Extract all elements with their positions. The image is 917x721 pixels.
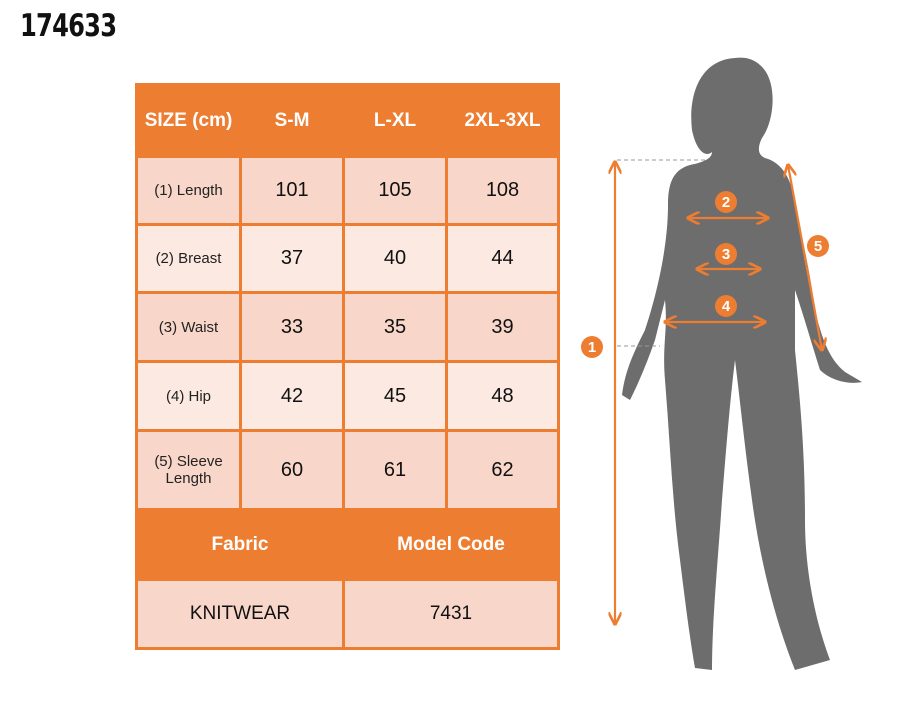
size-header: SIZE (cm) xyxy=(135,83,242,158)
footer-header-row: Fabric Model Code xyxy=(135,508,560,581)
svg-text:3: 3 xyxy=(722,246,730,263)
measurement-arrows xyxy=(615,162,822,624)
cell: 108 xyxy=(445,155,560,226)
table-row: (4) Hip 42 45 48 xyxy=(135,360,560,432)
row-label: (5) Sleeve Length xyxy=(135,429,242,511)
svg-text:1: 1 xyxy=(588,339,596,356)
cell: 40 xyxy=(342,223,448,294)
row-label: (4) Hip xyxy=(135,360,242,432)
cell: 39 xyxy=(445,291,560,363)
cell: 101 xyxy=(239,155,345,226)
product-code: 174633 xyxy=(20,8,117,44)
model-code-header: Model Code xyxy=(342,508,560,581)
cell: 42 xyxy=(239,360,345,432)
silhouette xyxy=(622,57,862,671)
header-row: SIZE (cm) S-M L-XL 2XL-3XL xyxy=(135,83,560,158)
table-row: (3) Waist 33 35 39 xyxy=(135,291,560,363)
svg-text:2: 2 xyxy=(722,194,730,211)
row-label: (1) Length xyxy=(135,155,242,226)
cell: 60 xyxy=(239,429,345,511)
row-label: (2) Breast xyxy=(135,223,242,294)
marker-1: 1 xyxy=(581,336,603,358)
cell: 105 xyxy=(342,155,448,226)
cell: 48 xyxy=(445,360,560,432)
model-code-value: 7431 xyxy=(342,578,560,650)
marker-2: 2 xyxy=(715,191,737,213)
sleeve-arrow xyxy=(788,165,822,350)
fabric-value: KNITWEAR xyxy=(135,578,345,650)
marker-3: 3 xyxy=(715,243,737,265)
size-chart-table: SIZE (cm) S-M L-XL 2XL-3XL (1) Length 10… xyxy=(135,83,560,650)
row-label: (3) Waist xyxy=(135,291,242,363)
cell: 61 xyxy=(342,429,448,511)
size-column-header: L-XL xyxy=(342,83,448,158)
table-row: (1) Length 101 105 108 xyxy=(135,155,560,226)
cell: 45 xyxy=(342,360,448,432)
size-column-header: S-M xyxy=(239,83,345,158)
table-row: (5) Sleeve Length 60 61 62 xyxy=(135,429,560,511)
marker-5: 5 xyxy=(807,235,829,257)
guide-lines xyxy=(617,159,705,347)
cell: 62 xyxy=(445,429,560,511)
footer-row: KNITWEAR 7431 xyxy=(135,578,560,650)
cell: 37 xyxy=(239,223,345,294)
svg-text:5: 5 xyxy=(814,238,822,255)
fabric-header: Fabric xyxy=(135,508,345,581)
cell: 35 xyxy=(342,291,448,363)
marker-4: 4 xyxy=(715,295,737,317)
cell: 33 xyxy=(239,291,345,363)
size-column-header: 2XL-3XL xyxy=(445,83,560,158)
table-row: (2) Breast 37 40 44 xyxy=(135,223,560,294)
cell: 44 xyxy=(445,223,560,294)
svg-text:4: 4 xyxy=(722,298,731,315)
